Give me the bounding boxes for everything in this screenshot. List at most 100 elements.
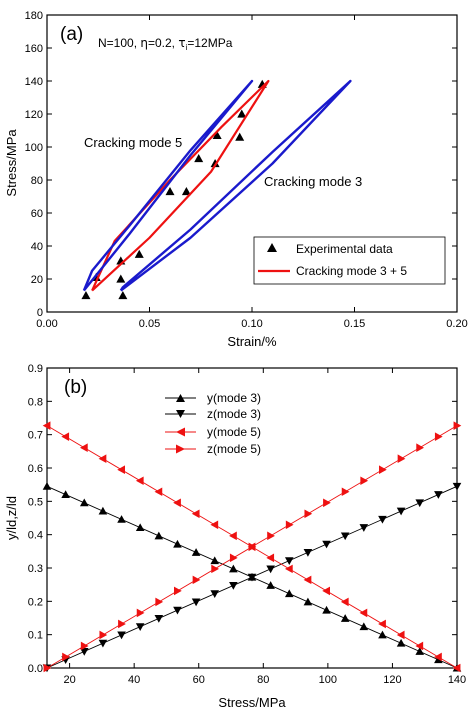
legend-label-y-mode-3: y(mode 3) bbox=[207, 391, 261, 405]
x-axis-title-a: Strain/% bbox=[227, 334, 277, 349]
data-point-z-mode-3 bbox=[117, 631, 126, 640]
data-point-experimental bbox=[116, 274, 126, 283]
x-axis-title-b: Stress/MPa bbox=[218, 695, 286, 710]
data-point-z-mode-3 bbox=[434, 491, 443, 499]
data-point-y-mode-5 bbox=[396, 630, 405, 640]
data-point-y-mode-5 bbox=[303, 575, 312, 585]
y-tick-label-a: 40 bbox=[31, 241, 43, 253]
legend-marker-z-mode-5 bbox=[176, 444, 185, 454]
data-point-experimental bbox=[165, 187, 175, 196]
legend-label-z-mode-3: z(mode 3) bbox=[207, 407, 261, 421]
data-point-y-mode-3 bbox=[61, 490, 70, 499]
data-point-z-mode-3 bbox=[98, 639, 108, 648]
legend-label-z-mode-5: z(mode 5) bbox=[207, 442, 261, 456]
data-point-y-mode-3 bbox=[135, 523, 145, 532]
x-tick-label-b: 140 bbox=[448, 674, 466, 686]
data-point-y-mode-5 bbox=[117, 465, 125, 475]
y-tick-label-b: 0.2 bbox=[28, 596, 43, 608]
legend-marker-y-mode-5 bbox=[176, 427, 185, 437]
data-point-experimental bbox=[118, 291, 128, 300]
axes-a: 0.00 0.05 0.10 0.15 0.20 0 20 40 60 80 100 120 140 16… bbox=[25, 10, 468, 330]
data-point-z-mode-3 bbox=[191, 598, 201, 607]
data-point-z-mode-3 bbox=[378, 515, 387, 524]
y-tick-label-a: 180 bbox=[25, 10, 43, 22]
legend-marker-experimental bbox=[267, 243, 277, 252]
series-b bbox=[42, 421, 462, 673]
data-point-experimental bbox=[181, 187, 191, 196]
data-point-y-mode-5 bbox=[359, 608, 368, 618]
x-tick-label-a: 0.15 bbox=[344, 318, 365, 330]
data-point-z-mode-3 bbox=[247, 573, 257, 582]
data-point-z-mode-5 bbox=[174, 586, 182, 596]
x-tick-label-b: 20 bbox=[63, 674, 75, 686]
legend-box-a bbox=[253, 236, 446, 285]
data-point-z-mode-5 bbox=[323, 498, 331, 508]
data-point-z-mode-3 bbox=[284, 557, 294, 565]
x-tick-label-b: 40 bbox=[128, 674, 140, 686]
parameter-text: N=100, η=0.2, τi=12MPa bbox=[98, 36, 233, 52]
data-point-y-mode-5 bbox=[434, 652, 442, 662]
panel-b: 20 40 60 80 100 120 140 0.0 0.1 0.2 0.3 0.4 0.5 0.6 0.… bbox=[4, 363, 466, 710]
data-point-y-mode-3 bbox=[210, 556, 220, 565]
axes-b: 20 40 60 80 100 120 140 0.0 0.1 0.2 0.3 0.4 0.5 0.6 0.… bbox=[28, 363, 466, 686]
y-tick-label-b: 0.4 bbox=[28, 530, 43, 542]
annotation-mode-3: Cracking mode 3 bbox=[264, 174, 362, 189]
data-point-z-mode-3 bbox=[303, 548, 313, 557]
y-tick-label-b: 0.3 bbox=[28, 563, 43, 575]
data-point-z-mode-5 bbox=[267, 531, 275, 541]
data-point-y-mode-3 bbox=[378, 630, 387, 639]
data-point-z-mode-5 bbox=[43, 663, 52, 673]
x-tick-label-a: 0.20 bbox=[446, 318, 467, 330]
data-point-z-mode-5 bbox=[229, 553, 238, 563]
annotation-mode-5: Cracking mode 5 bbox=[84, 135, 182, 150]
x-tick-label-b: 100 bbox=[319, 674, 337, 686]
data-point-z-mode-5 bbox=[248, 542, 257, 552]
data-point-z-mode-5 bbox=[379, 465, 387, 475]
data-point-y-mode-3 bbox=[396, 638, 406, 647]
data-point-z-mode-5 bbox=[211, 564, 220, 574]
data-point-y-mode-5 bbox=[378, 619, 386, 629]
data-point-experimental bbox=[134, 249, 144, 258]
data-point-y-mode-5 bbox=[340, 597, 349, 607]
data-point-z-mode-3 bbox=[322, 540, 331, 549]
data-point-y-mode-3 bbox=[191, 548, 201, 556]
y-tick-label-b: 0.6 bbox=[28, 463, 43, 475]
y-tick-label-b: 0.9 bbox=[28, 363, 43, 375]
data-point-z-mode-3 bbox=[135, 623, 145, 632]
data-point-experimental bbox=[81, 291, 91, 300]
data-point-y-mode-5 bbox=[154, 487, 163, 497]
legend-label-experimental: Experimental data bbox=[296, 242, 393, 256]
data-point-y-mode-5 bbox=[322, 586, 330, 596]
x-tick-label-a: 0.05 bbox=[139, 318, 160, 330]
y-tick-label-b: 0.5 bbox=[28, 496, 43, 508]
y-tick-label-a: 100 bbox=[25, 142, 43, 154]
data-point-y-mode-5 bbox=[284, 564, 293, 574]
x-tick-label-b: 120 bbox=[383, 674, 401, 686]
data-point-y-mode-5 bbox=[42, 421, 51, 430]
legend-marker-z-mode-3 bbox=[176, 410, 185, 418]
data-point-z-mode-5 bbox=[136, 608, 145, 618]
data-point-y-mode-5 bbox=[229, 531, 237, 541]
legend-label-mode-3-5: Cracking mode 3 + 5 bbox=[296, 264, 407, 278]
data-point-experimental bbox=[237, 109, 247, 118]
data-point-z-mode-5 bbox=[397, 454, 406, 464]
data-point-y-mode-3 bbox=[98, 506, 108, 515]
data-point-y-mode-3 bbox=[229, 564, 238, 573]
y-tick-label-b: 0.1 bbox=[28, 630, 43, 642]
data-point-y-mode-3 bbox=[79, 498, 89, 507]
data-point-z-mode-3 bbox=[266, 565, 275, 574]
plot-frame-b bbox=[46, 367, 458, 669]
y-tick-label-b: 0.0 bbox=[28, 663, 43, 675]
y-tick-label-a: 20 bbox=[31, 274, 43, 286]
y-tick-label-a: 140 bbox=[25, 76, 43, 88]
data-point-z-mode-5 bbox=[155, 597, 164, 607]
panel-label-a: (a) bbox=[60, 24, 83, 45]
y-tick-label-a: 120 bbox=[25, 109, 43, 121]
y-tick-label-a: 80 bbox=[31, 175, 43, 187]
data-point-y-mode-3 bbox=[154, 531, 164, 540]
data-point-z-mode-5 bbox=[192, 575, 201, 585]
data-point-z-mode-3 bbox=[359, 524, 369, 532]
data-point-z-mode-3 bbox=[452, 482, 462, 491]
data-point-z-mode-5 bbox=[360, 476, 369, 486]
